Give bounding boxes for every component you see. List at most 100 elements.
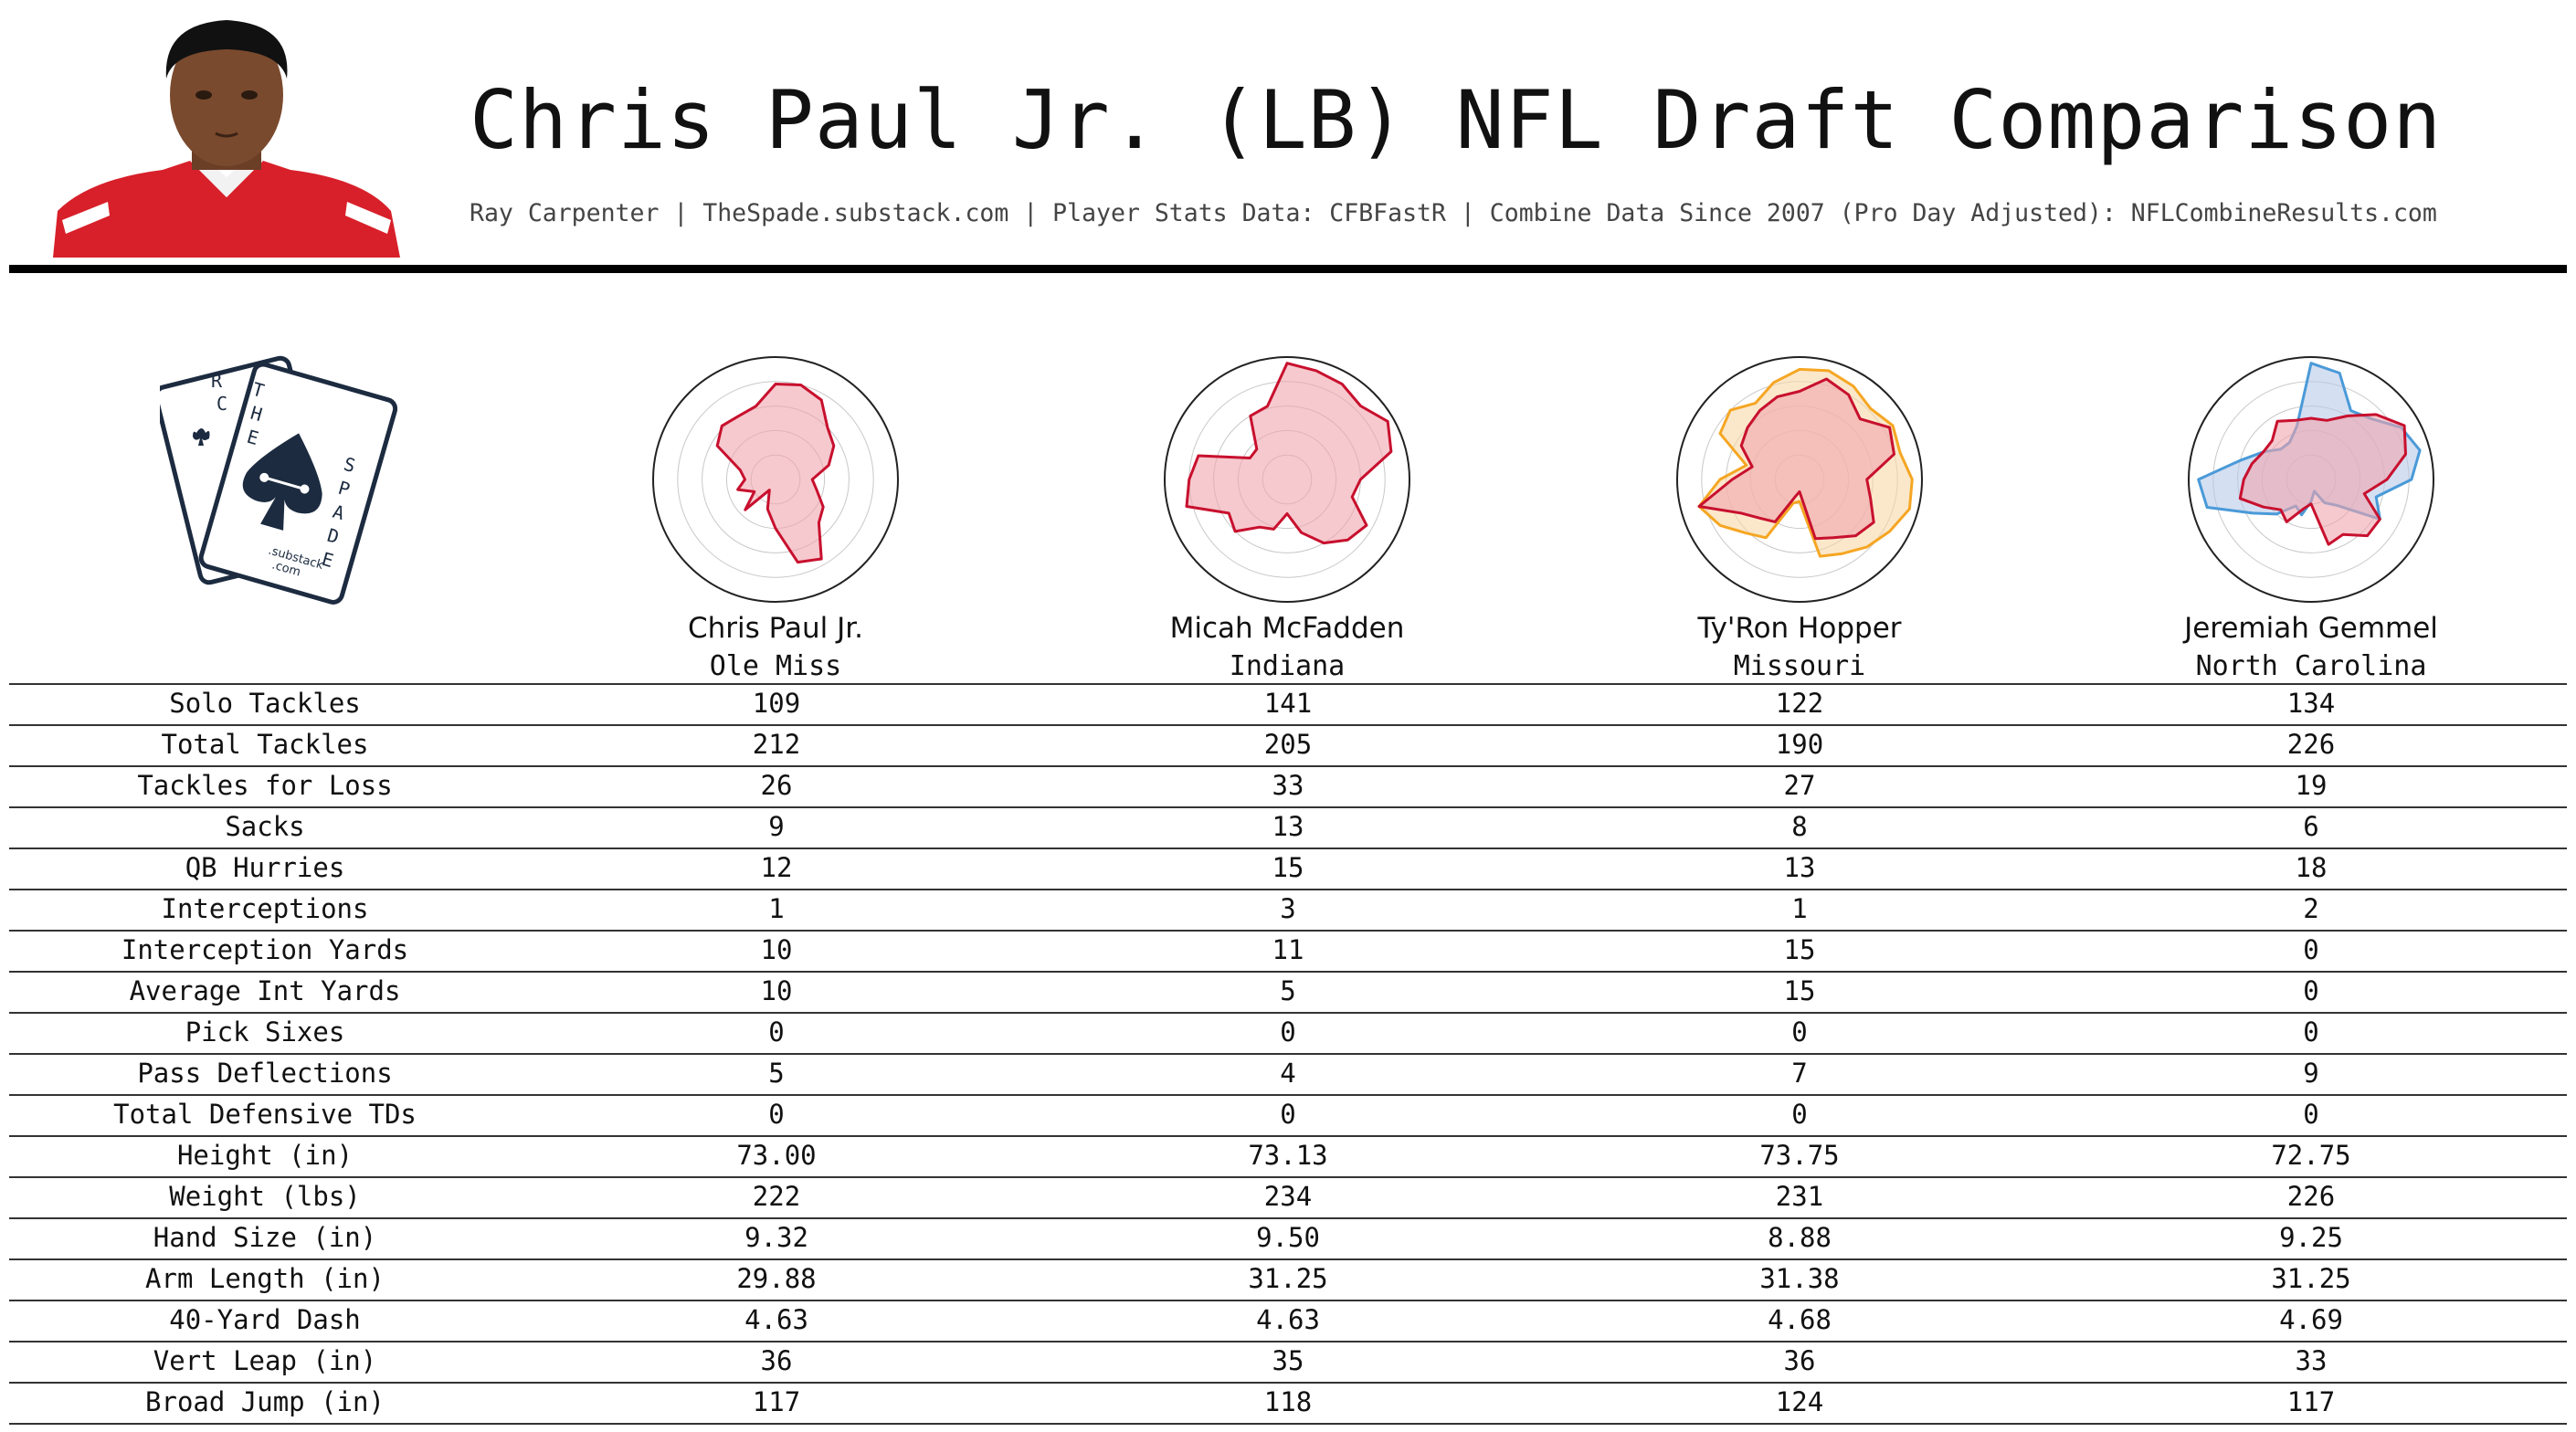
stat-value: 226 (2286, 729, 2336, 760)
stat-label: 40-Yard Dash (169, 1304, 361, 1335)
stat-value: 9 (768, 811, 785, 842)
spade-icon (242, 433, 322, 531)
stat-value: 12 (760, 852, 793, 883)
stat-label: Height (in) (176, 1140, 354, 1171)
table-row: QB Hurries 12 15 13 18 (9, 848, 2567, 889)
stat-value: 1 (768, 893, 785, 924)
stat-value: 33 (1272, 770, 1304, 801)
stat-label: Interceptions (161, 893, 369, 924)
table-row: Average Int Yards 10 5 15 0 (9, 971, 2567, 1012)
stat-value: 11 (1272, 934, 1304, 965)
stat-label: Total Tackles (161, 729, 369, 760)
stat-value: 0 (1280, 1099, 1296, 1130)
logo-letter: C (216, 393, 227, 415)
stat-value: 19 (2295, 770, 2328, 801)
stat-value: 36 (1783, 1345, 1816, 1376)
table-row: Pick Sixes 0 0 0 0 (9, 1012, 2567, 1053)
stat-value: 8 (1791, 811, 1808, 842)
stat-value: 4.63 (744, 1304, 808, 1335)
stat-value: 9.25 (2279, 1222, 2343, 1253)
table-row: Weight (lbs) 222 234 231 226 (9, 1176, 2567, 1217)
stat-value: 2 (2303, 893, 2319, 924)
stat-value: 35 (1272, 1345, 1304, 1376)
stat-value: 9.32 (744, 1222, 808, 1253)
stat-value: 9 (2303, 1058, 2319, 1089)
stat-value: 15 (1272, 852, 1304, 883)
table-row: Interceptions 1 3 1 2 (9, 889, 2567, 930)
stat-value: 36 (760, 1345, 793, 1376)
player-school: North Carolina (2195, 650, 2427, 682)
table-row: Interception Yards 10 11 15 0 (9, 930, 2567, 971)
player-column: Micah McFadden Indiana (1150, 352, 1424, 682)
table-row: Tackles for Loss 26 33 27 19 (9, 765, 2567, 806)
stat-value: 0 (2303, 1099, 2319, 1130)
player-school: Indiana (1229, 650, 1346, 682)
small-spade-icon (193, 428, 210, 446)
stat-value: 0 (768, 1099, 785, 1130)
stat-value: 0 (2303, 975, 2319, 1006)
the-spade-logo: R C T H E S P A D E .substack .com (160, 355, 397, 605)
stat-label: Arm Length (in) (145, 1263, 385, 1294)
stat-label: Pass Deflections (137, 1058, 393, 1089)
stat-value: 124 (1775, 1386, 1824, 1417)
stat-value: 234 (1263, 1181, 1313, 1212)
stat-value: 18 (2295, 852, 2328, 883)
stat-label: Tackles for Loss (137, 770, 393, 801)
stat-label: Pick Sixes (185, 1016, 345, 1048)
stat-value: 226 (2286, 1181, 2336, 1212)
stat-label: Hand Size (in) (153, 1222, 377, 1253)
table-row: Broad Jump (in) 117 118 124 117 (9, 1382, 2567, 1425)
stat-value: 9.50 (1256, 1222, 1320, 1253)
stat-value: 0 (1280, 1016, 1296, 1048)
stat-value: 31.38 (1759, 1263, 1840, 1294)
stat-label: Interception Yards (121, 934, 409, 965)
stat-value: 31.25 (2271, 1263, 2351, 1294)
table-row: Total Defensive TDs 0 0 0 0 (9, 1094, 2567, 1135)
table-row: Arm Length (in) 29.88 31.25 31.38 31.25 (9, 1258, 2567, 1300)
stat-value: 0 (1791, 1099, 1808, 1130)
table-row: Solo Tackles 109 141 122 134 (9, 683, 2567, 724)
player-school: Ole Miss (709, 650, 842, 682)
table-row: Total Tackles 212 205 190 226 (9, 724, 2567, 765)
stats-table: Solo Tackles 109 141 122 134 Total Tackles 212… (9, 683, 2567, 1425)
stat-value: 141 (1263, 688, 1313, 719)
stat-value: 73.75 (1759, 1140, 1840, 1171)
stat-value: 10 (760, 934, 793, 965)
stat-value: 10 (760, 975, 793, 1006)
stat-value: 26 (760, 770, 793, 801)
stat-value: 0 (1791, 1016, 1808, 1048)
stat-value: 134 (2286, 688, 2336, 719)
stat-value: 117 (2286, 1386, 2336, 1417)
stat-value: 1 (1791, 893, 1808, 924)
logo-letter: R (211, 370, 223, 392)
table-row: 40-Yard Dash 4.63 4.63 4.68 4.69 (9, 1300, 2567, 1341)
stat-label: QB Hurries (185, 852, 345, 883)
stat-label: Average Int Yards (129, 975, 401, 1006)
stat-value: 4.63 (1256, 1304, 1320, 1335)
stat-value: 190 (1775, 729, 1824, 760)
radar-series-0 (1185, 362, 1393, 545)
player-column: Ty'Ron Hopper Missouri (1663, 352, 1937, 682)
stat-value: 117 (752, 1386, 801, 1417)
table-row: Height (in) 73.00 73.13 73.75 72.75 (9, 1135, 2567, 1176)
stat-label: Vert Leap (in) (153, 1345, 377, 1376)
player-name: Ty'Ron Hopper (1697, 612, 1902, 645)
stat-value: 29.88 (736, 1263, 817, 1294)
stat-value: 0 (768, 1016, 785, 1048)
stat-value: 6 (2303, 811, 2319, 842)
stat-value: 4 (1280, 1058, 1296, 1089)
stat-value: 73.00 (736, 1140, 817, 1171)
stat-label: Weight (lbs) (169, 1181, 361, 1212)
radar-chart (2188, 356, 2434, 603)
stat-value: 15 (1783, 934, 1816, 965)
table-row: Vert Leap (in) 36 35 36 33 (9, 1341, 2567, 1382)
radar-chart (652, 356, 899, 603)
stat-label: Total Defensive TDs (113, 1099, 417, 1130)
player-name: Jeremiah Gemmel (2184, 612, 2438, 645)
player-headshot (53, 20, 400, 258)
stat-value: 222 (752, 1181, 801, 1212)
stat-value: 122 (1775, 688, 1824, 719)
table-row: Hand Size (in) 9.32 9.50 8.88 9.25 (9, 1217, 2567, 1258)
stat-label: Broad Jump (in) (145, 1386, 385, 1417)
page-subtitle: Ray Carpenter | TheSpade.substack.com | … (470, 199, 2437, 227)
